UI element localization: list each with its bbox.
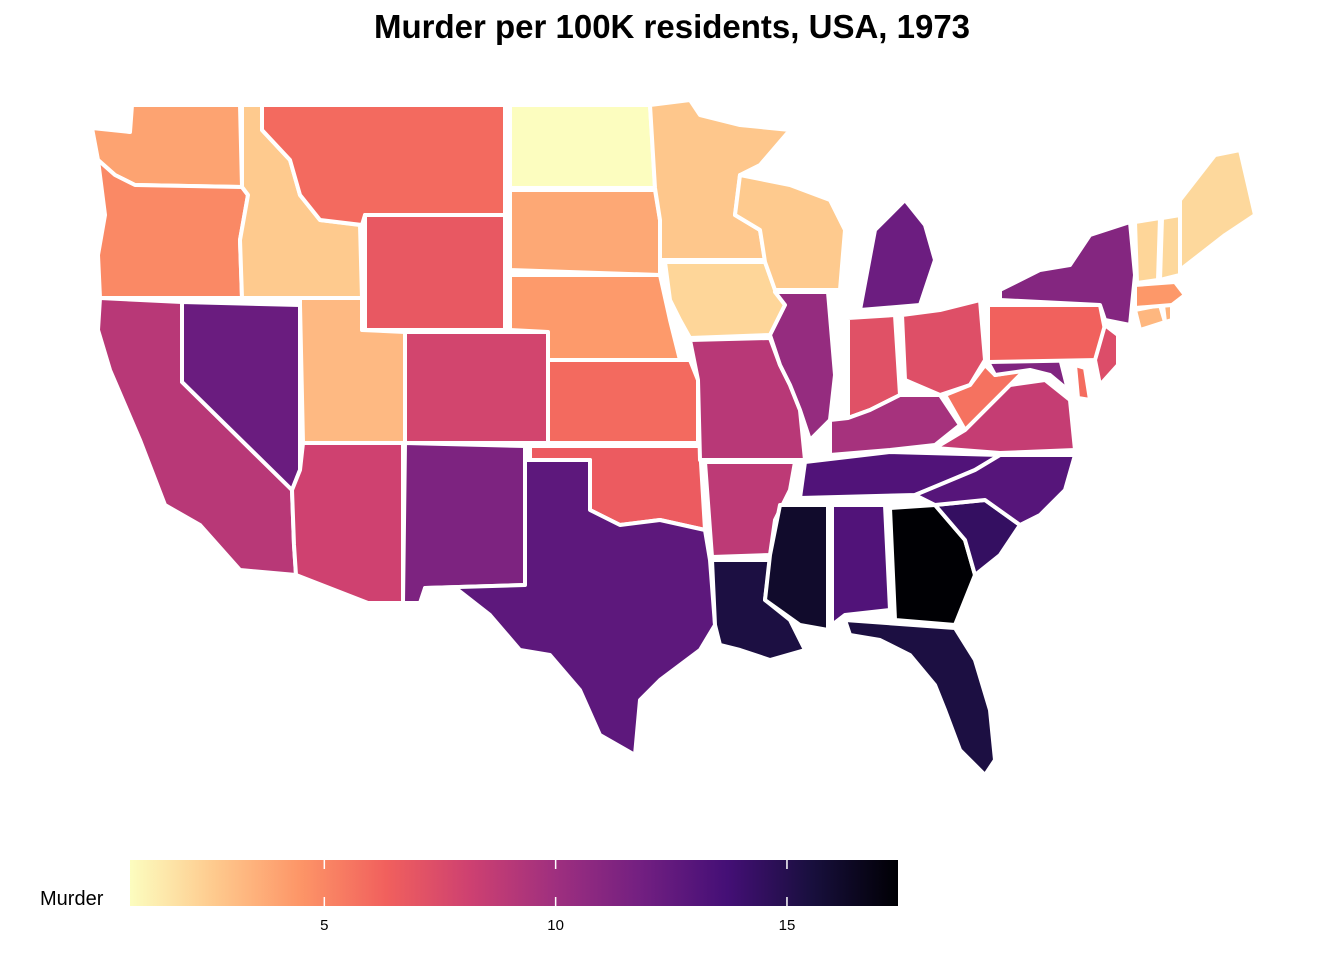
state-illinois [768, 290, 837, 442]
state-kentucky [828, 393, 962, 457]
state-alabama [830, 503, 892, 627]
map-title: Murder per 100K residents, USA, 1973 [373, 8, 971, 45]
state-south-dakota [508, 188, 662, 277]
state-pennsylvania [986, 303, 1107, 364]
legend-title: Murder [40, 888, 104, 910]
state-texas [423, 458, 717, 757]
state-new-hampshire [1158, 213, 1182, 282]
state-arizona [290, 441, 405, 605]
state-delaware [1073, 363, 1092, 402]
state-new-mexico [401, 441, 527, 605]
state-mississippi [763, 503, 830, 632]
state-colorado [403, 330, 550, 445]
state-north-dakota [508, 103, 657, 190]
state-new-jersey [1093, 323, 1120, 387]
state-michigan [858, 198, 937, 312]
state-vermont [1133, 216, 1162, 285]
state-wyoming [363, 213, 507, 332]
state-north-carolina [913, 453, 1077, 527]
state-massachusetts [1133, 280, 1187, 310]
state-florida [843, 618, 997, 777]
state-montana [260, 103, 507, 227]
state-maine [1178, 148, 1257, 272]
state-kansas [546, 358, 700, 445]
